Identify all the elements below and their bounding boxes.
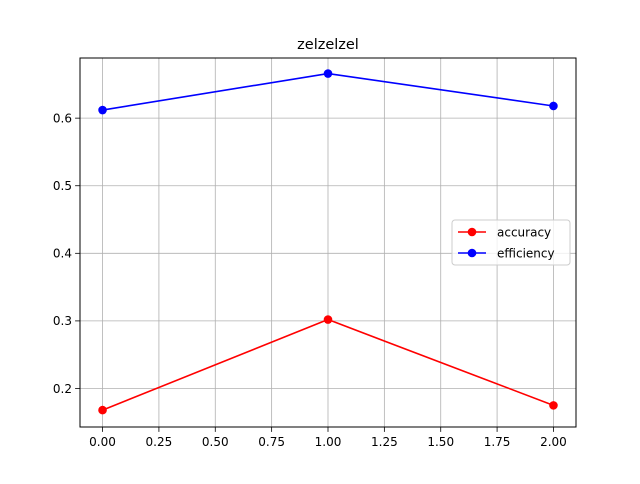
- x-tick-label: 0.75: [258, 435, 285, 449]
- x-tick-label: 0.00: [89, 435, 116, 449]
- accuracy-point: [323, 315, 333, 324]
- chart-title: zelzelzel: [297, 37, 359, 53]
- efficiency-point: [323, 69, 333, 78]
- accuracy-point: [549, 401, 558, 410]
- legend-label-efficiency: efficiency: [497, 247, 555, 261]
- y-tick-label: 0.2: [53, 382, 72, 396]
- y-tick-label: 0.4: [53, 247, 72, 261]
- series-layer: [98, 69, 558, 415]
- x-axis: 0.00 0.25 0.50 0.75 1.00 1.25 1.50 1.75 2.00: [89, 427, 567, 449]
- accuracy-legend-marker: [467, 227, 477, 237]
- x-tick-label: 0.25: [146, 435, 173, 449]
- x-tick-label: 1.50: [427, 435, 454, 449]
- y-tick-label: 0.6: [53, 111, 72, 125]
- x-tick-label: 1.75: [484, 435, 511, 449]
- legend: accuracy efficiency: [451, 219, 571, 266]
- x-tick-label: 1.00: [315, 435, 342, 449]
- x-tick-label: 1.25: [371, 435, 398, 449]
- y-axis: 0.2 0.3 0.4 0.5 0.6: [53, 111, 80, 396]
- accuracy-point: [98, 405, 107, 415]
- legend-label-accuracy: accuracy: [497, 226, 551, 240]
- efficiency-point: [98, 105, 107, 115]
- efficiency-legend-marker: [467, 248, 477, 258]
- y-tick-label: 0.5: [53, 179, 72, 193]
- x-tick-label: 0.50: [202, 435, 229, 449]
- efficiency-point: [549, 101, 558, 111]
- x-tick-label: 2.00: [540, 435, 567, 449]
- y-tick-label: 0.3: [53, 314, 72, 328]
